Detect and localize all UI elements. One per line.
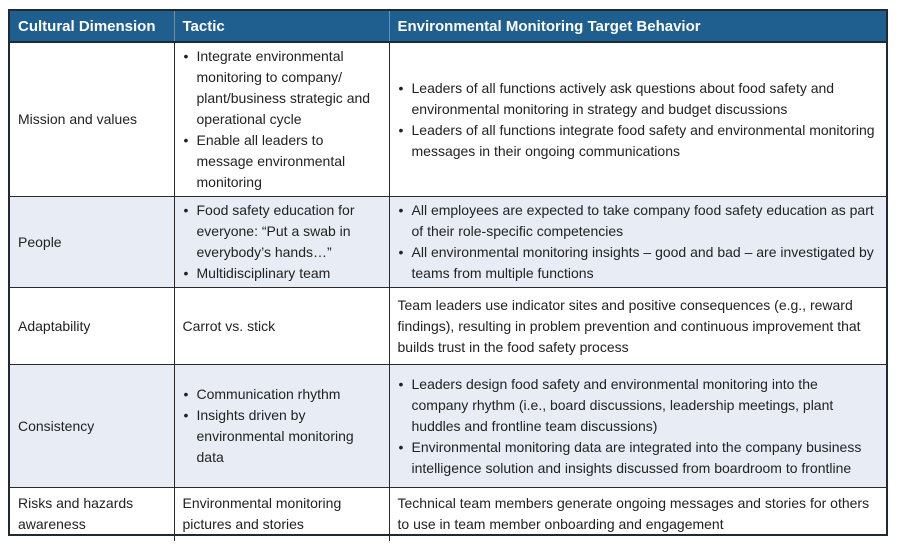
header-tactic: Tactic [174, 11, 390, 43]
dimension-cell: Risks and hazards awareness [10, 487, 175, 541]
list-item: Leaders design food safety and environme… [398, 374, 879, 437]
tactic-cell: Integrate environmental monitoring to co… [174, 42, 390, 197]
tactic-cell: Carrot vs. stick [174, 287, 390, 365]
table-row: Risks and hazards awareness Environmenta… [10, 487, 886, 541]
table-row: People Food safety education for everyon… [10, 196, 886, 288]
list-item: Environmental monitoring data are integr… [398, 437, 879, 479]
tactic-cell: Environmental monitoring pictures and st… [174, 487, 390, 541]
dimension-cell: Consistency [10, 364, 175, 488]
header-target-behavior: Environmental Monitoring Target Behavior [389, 11, 886, 43]
table-row: Consistency Communication rhythm Insight… [10, 364, 886, 488]
list-item: Integrate environmental monitoring to co… [183, 46, 381, 130]
list-item: Leaders of all functions actively ask qu… [398, 78, 879, 120]
list-item: Insights driven by environmental monitor… [183, 405, 381, 468]
header-cultural-dimension: Cultural Dimension [10, 11, 175, 43]
behavior-cell: Leaders of all functions actively ask qu… [389, 42, 886, 197]
behavior-cell: Team leaders use indicator sites and pos… [389, 287, 886, 365]
list-item: Multidisciplinary team [183, 263, 381, 284]
dimension-cell: People [10, 196, 175, 288]
list-item: All employees are expected to take compa… [398, 200, 879, 242]
tactic-cell: Food safety education for everyone: “Put… [174, 196, 390, 288]
behavior-cell: Technical team members generate ongoing … [397, 495, 870, 533]
list-item: Leaders of all functions integrate food … [398, 120, 879, 162]
list-item: Enable all leaders to message environmen… [183, 130, 381, 193]
header-row: Cultural Dimension Tactic Environmental … [10, 11, 886, 43]
behavior-cell: All employees are expected to take compa… [389, 196, 886, 288]
culture-table: Cultural Dimension Tactic Environmental … [10, 11, 886, 541]
list-item: Food safety education for everyone: “Put… [183, 200, 381, 263]
list-item: All environmental monitoring insights – … [398, 242, 879, 284]
table-row: Mission and values Integrate environment… [10, 42, 886, 197]
culture-table-frame: Cultural Dimension Tactic Environmental … [8, 9, 888, 541]
behavior-cell: Leaders design food safety and environme… [389, 364, 886, 488]
dimension-cell: Mission and values [10, 42, 175, 197]
list-item: Communication rhythm [183, 384, 381, 405]
tactic-cell: Communication rhythm Insights driven by … [174, 364, 390, 488]
table-row: Adaptability Carrot vs. stick Team leade… [10, 287, 886, 365]
dimension-cell: Adaptability [10, 287, 175, 365]
